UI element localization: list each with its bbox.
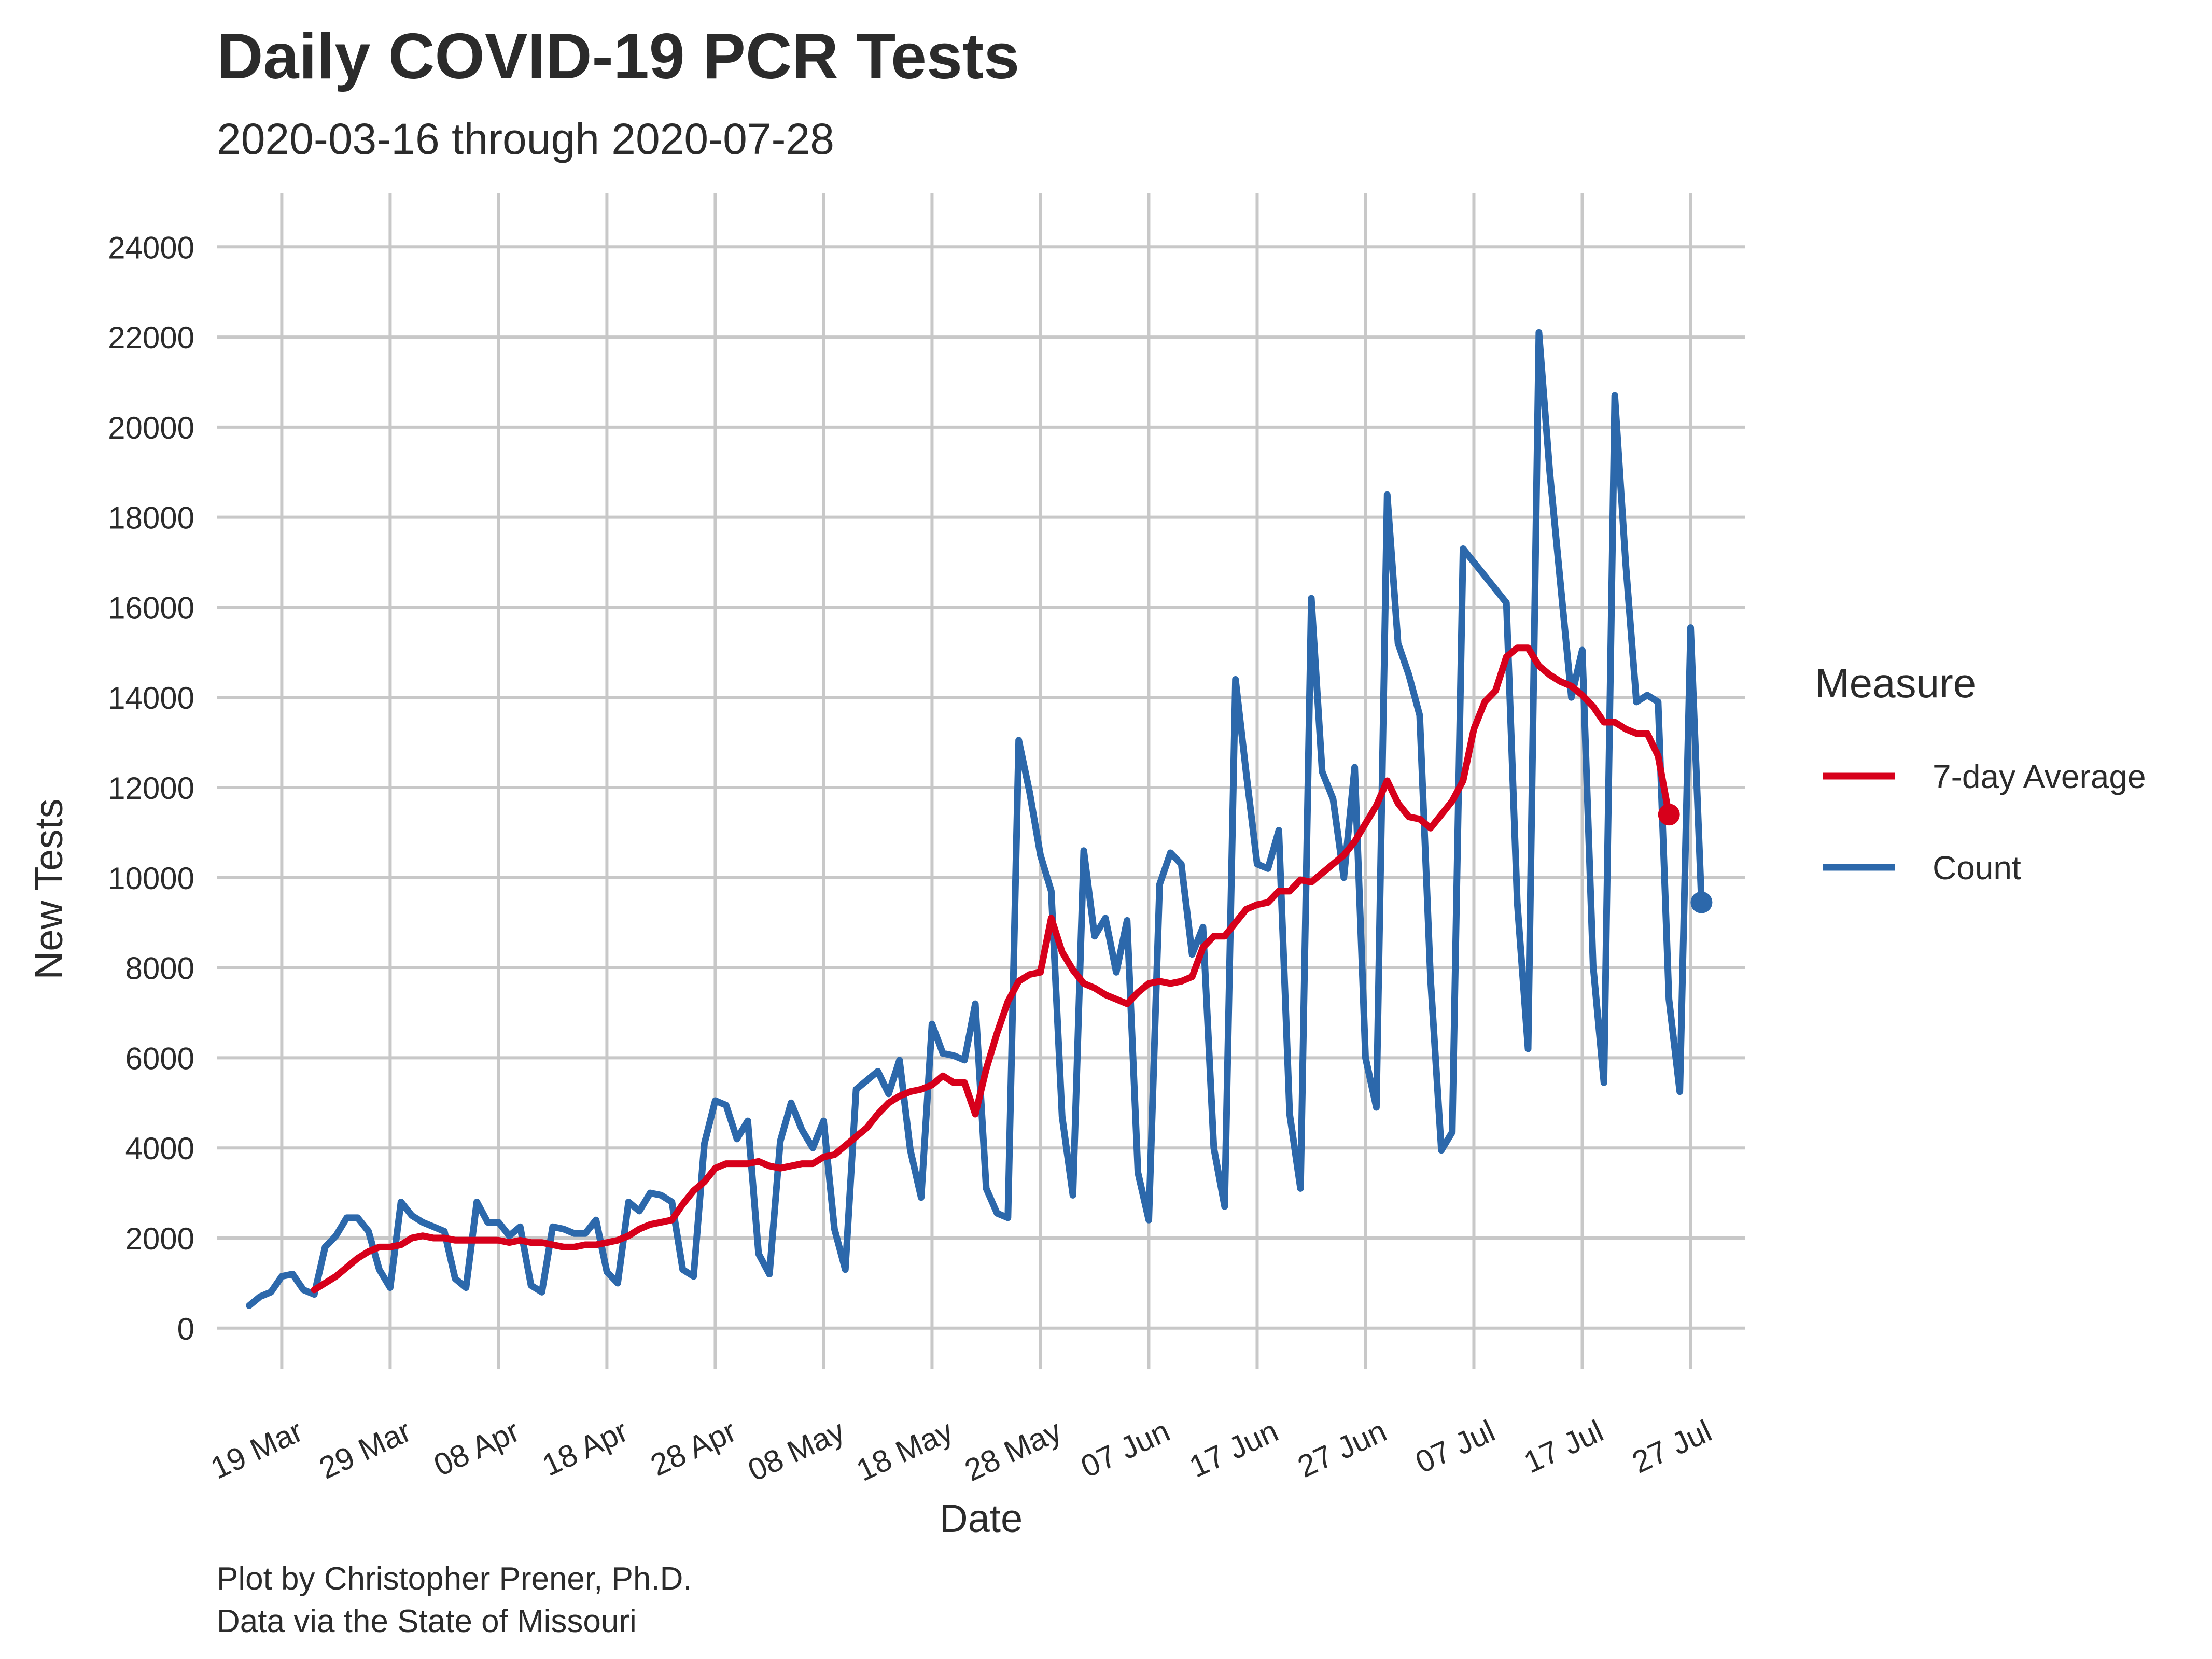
series-endpoint-count xyxy=(1690,891,1713,913)
y-tick-label: 12000 xyxy=(108,771,194,806)
x-tick-label: 07 Jun xyxy=(1075,1413,1175,1484)
y-tick-label: 20000 xyxy=(108,411,194,445)
y-tick-label: 14000 xyxy=(108,681,194,715)
x-tick-label: 08 May xyxy=(743,1413,850,1488)
caption-author: Plot by Christopher Prener, Ph.D. xyxy=(217,1561,692,1597)
x-tick-label: 17 Jun xyxy=(1184,1413,1283,1484)
x-axis-label: Date xyxy=(940,1497,1023,1541)
legend: Measure 7-day Average Count xyxy=(1815,660,2146,887)
legend-label-count: Count xyxy=(1933,849,2021,887)
x-tick-label: 28 Apr xyxy=(645,1413,741,1483)
y-axis-label: New Tests xyxy=(27,798,71,979)
series-line-count xyxy=(246,329,1705,1309)
y-tick-label: 6000 xyxy=(125,1041,194,1076)
x-tick-label: 27 Jul xyxy=(1627,1413,1717,1480)
y-tick-label: 24000 xyxy=(108,230,194,265)
x-tick-label: 18 Apr xyxy=(537,1413,633,1483)
caption-source: Data via the State of Missouri xyxy=(217,1604,637,1639)
series-lines xyxy=(246,329,1713,1309)
x-tick-labels: 19 Mar 29 Mar 08 Apr 18 Apr 28 Apr 08 May 18 M… xyxy=(205,1413,1717,1488)
x-tick-label: 28 May xyxy=(959,1413,1067,1488)
series-endpoint-average xyxy=(1658,804,1680,826)
x-tick-label: 17 Jul xyxy=(1519,1413,1608,1480)
page-subtitle: 2020-03-16 through 2020-07-28 xyxy=(217,115,834,163)
page-title: Daily COVID-19 PCR Tests xyxy=(217,21,1020,92)
legend-label-average: 7-day Average xyxy=(1933,758,2146,795)
y-tick-label: 18000 xyxy=(108,501,194,536)
x-tick-label: 29 Mar xyxy=(314,1413,416,1486)
x-tick-label: 07 Jul xyxy=(1410,1413,1500,1480)
x-tick-label: 27 Jun xyxy=(1292,1413,1392,1484)
legend-title: Measure xyxy=(1815,660,1976,706)
y-tick-label: 8000 xyxy=(125,951,194,986)
series-line-average xyxy=(311,644,1673,1294)
y-tick-label: 10000 xyxy=(108,861,194,896)
y-tick-label: 4000 xyxy=(125,1131,194,1166)
x-tick-label: 18 May xyxy=(851,1413,958,1488)
y-tick-label: 22000 xyxy=(108,320,194,355)
y-tick-label: 2000 xyxy=(125,1221,194,1256)
x-tick-label: 08 Apr xyxy=(428,1413,525,1483)
y-tick-labels: 0 2000 4000 6000 8000 10000 12000 14000 16000 180… xyxy=(108,230,194,1346)
y-tick-label: 0 xyxy=(177,1312,194,1346)
y-tick-label: 16000 xyxy=(108,591,194,625)
x-tick-label: 19 Mar xyxy=(205,1413,308,1486)
